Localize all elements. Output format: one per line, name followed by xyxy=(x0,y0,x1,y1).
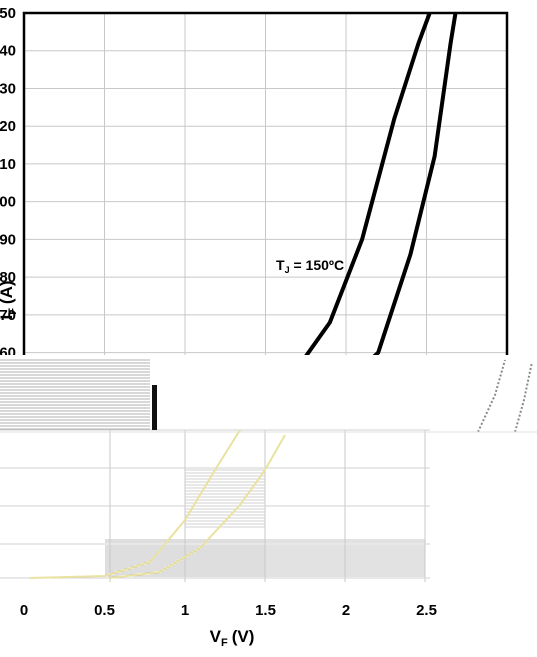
glitch-block xyxy=(152,385,157,430)
glitch-edge-1 xyxy=(477,359,506,433)
annotation-sub: J xyxy=(285,265,290,275)
y-tick-label: 120 xyxy=(0,118,16,135)
x-tick-label: 0.5 xyxy=(94,602,115,619)
x-tick-label: 1.5 xyxy=(255,602,276,619)
temperature-annotation: TJ = 150ºC xyxy=(276,257,344,275)
x-axis-label-sub: F xyxy=(221,637,228,649)
y-tick-label: 150 xyxy=(0,5,16,22)
y-tick-label: 140 xyxy=(0,43,16,60)
x-tick-label: 1 xyxy=(181,602,189,619)
y-tick-label: 70 xyxy=(0,307,16,324)
y-tick-label: 130 xyxy=(0,80,16,97)
y-axis-label-unit: (A) xyxy=(0,280,16,304)
annotation-rest: = 150ºC xyxy=(290,257,345,273)
glitch-curve-1 xyxy=(29,429,241,579)
y-axis-label: IF (A) xyxy=(0,280,19,319)
y-tick-label: 80 xyxy=(0,269,16,286)
corrupted-region xyxy=(0,355,537,582)
glitch-edge-2 xyxy=(514,361,533,433)
y-tick-label: 110 xyxy=(0,156,16,173)
x-axis-tick-labels: 0 0.5 1 1.5 2 2.5 xyxy=(20,602,437,619)
glitch-curve-2 xyxy=(109,434,286,579)
x-axis-label-unit: (V) xyxy=(232,627,255,646)
y-axis-label-sub: F xyxy=(7,308,19,315)
x-axis-label: VF (V) xyxy=(210,627,255,649)
x-tick-label: 2.5 xyxy=(416,602,437,619)
y-axis-label-main: I xyxy=(0,315,16,320)
y-tick-label: 100 xyxy=(0,194,16,211)
y-axis-tick-labels: 60708090100110120130140150 xyxy=(0,5,16,362)
x-tick-label: 2 xyxy=(342,602,350,619)
x-axis-label-main: V xyxy=(210,627,222,646)
x-tick-label: 0 xyxy=(20,602,28,619)
y-tick-label: 90 xyxy=(0,231,16,248)
annotation-main: T xyxy=(276,257,285,273)
